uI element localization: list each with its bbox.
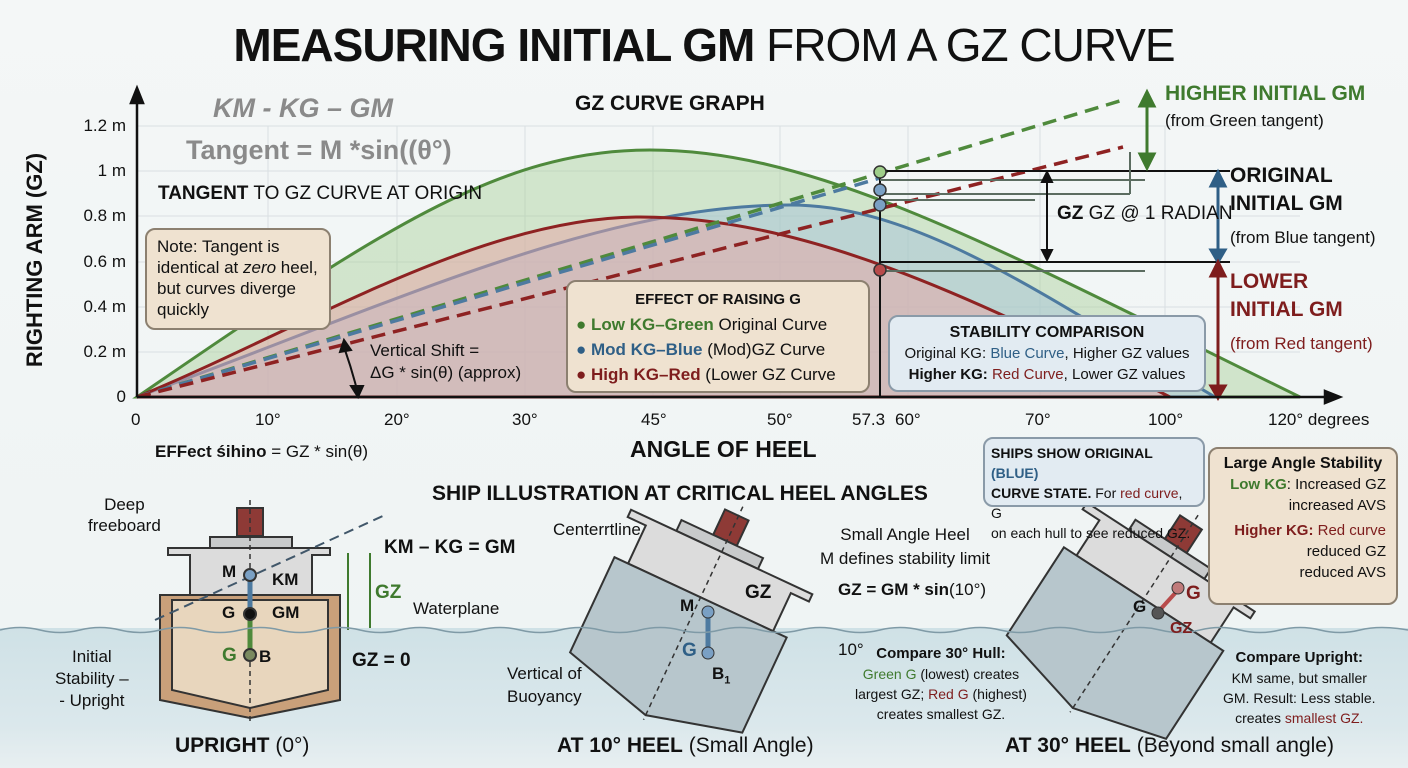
x-tick: 57.3 (852, 410, 886, 429)
heel10-ship (568, 506, 814, 734)
upright-caption: UPRIGHT (0°) (175, 734, 310, 757)
effect-raising-g-box: EFFECT OF RAISING G ● Low KG–Green Origi… (566, 280, 870, 393)
x-tick: 10° (255, 410, 281, 429)
higher-gm-title: HIGHER INITIAL GM (1165, 82, 1366, 105)
waterplane-label: Waterplane (413, 599, 500, 618)
large-angle-box: Large Angle Stability Low KG: Increased … (1208, 447, 1398, 605)
stability-line: Higher KG: Red Curve, Lower GZ values (908, 366, 1186, 383)
x-tick: 20° (384, 410, 410, 429)
y-tick: 0.6 m (83, 252, 126, 271)
label-gz-30: GZ (1170, 620, 1193, 637)
x-axis-label: ANGLE OF HEEL (630, 436, 817, 462)
label-g: G (222, 603, 236, 622)
legend-blue: ● Mod KG–Blue (Mod)GZ Curve (576, 340, 826, 359)
deep-freeboard-label: Deep freeboard (88, 495, 161, 535)
ships-show-callout: SHIPS SHOW ORIGINAL (BLUE) CURVE STATE. … (983, 437, 1205, 541)
effect-formula: EFFect śihino = GZ * sin(θ) (155, 442, 369, 461)
tangent-label: TANGENT TO GZ CURVE AT ORIGIN (158, 183, 483, 204)
effect-box-title: EFFECT OF RAISING G (635, 291, 801, 308)
upright-ship (154, 500, 386, 725)
x-tick: 50° (767, 410, 793, 429)
label-m-10: M (680, 596, 695, 615)
ten-degree-label: 10° (838, 640, 864, 659)
y-tick: 0 (116, 387, 126, 406)
label-gz: GZ (375, 582, 402, 603)
x-tick: 30° (512, 410, 538, 429)
original-gm-sub: (from Blue tangent) (1230, 228, 1376, 247)
axes (129, 84, 1344, 405)
label-g-red: G (1186, 583, 1201, 604)
legend-red: ● High KG–Red (Lower GZ Curve (576, 365, 836, 384)
vertical-shift-arrow (338, 337, 365, 400)
y-tick: 0.2 m (83, 342, 126, 361)
label-b: B (259, 647, 272, 666)
lower-gm-title: LOWER INITIAL GM (1230, 270, 1343, 321)
x-tick: 0 (131, 410, 141, 429)
green-tangent (136, 98, 1124, 399)
blue-tangent (136, 176, 881, 399)
formula-km-kg-gm: KM - KG – GM (213, 93, 393, 123)
y-tick: 0.8 m (83, 206, 126, 225)
label-gz-10: GZ (745, 582, 772, 603)
x-tick: 70° (1025, 410, 1051, 429)
legend-green: ● Low KG–Green Original Curve (576, 315, 828, 334)
ships-heading: SHIP ILLUSTRATION AT CRITICAL HEEL ANGLE… (432, 482, 928, 505)
note-line: quickly (157, 300, 209, 319)
label-gm: GM (272, 603, 300, 622)
x-tick: 100° (1148, 410, 1184, 429)
x-tick: 45° (641, 410, 667, 429)
compare-upright: Compare Upright: KM same, but smaller GM… (1223, 649, 1376, 726)
y-tick: 0.4 m (83, 297, 126, 316)
vertical-shift-label: Vertical Shift = ΔG * sin(θ) (approx) (370, 341, 522, 382)
label-m: M (222, 562, 237, 581)
km-kg-gm-formula: KM – KG = GM (384, 537, 516, 558)
small-angle-label: Small Angle Heel M defines stability limi… (820, 525, 991, 568)
graph-heading: GZ CURVE GRAPH (575, 92, 765, 115)
formula-tangent: Tangent = M *sin((θ°) (186, 135, 452, 165)
label-g-30: G (1133, 597, 1147, 616)
heel30-caption: AT 30° HEEL (Beyond small angle) (1005, 734, 1334, 757)
label-km: KM (272, 570, 299, 589)
gz-radian-label: GZ GZ @ 1 RADIAN (1057, 203, 1233, 224)
higher-gm-sub: (from Green tangent) (1165, 111, 1324, 130)
stability-box-title: STABILITY COMPARISON (949, 324, 1145, 341)
x-tick: 120° degrees (1268, 410, 1370, 429)
y-tick: 1 m (97, 161, 126, 180)
heel10-caption: AT 10° HEEL (Small Angle) (557, 734, 814, 757)
gz-gm-sin-formula: GZ = GM * sin(10°) (838, 580, 987, 599)
stability-line: Original KG: Blue Curve, Higher GZ value… (904, 345, 1190, 362)
compare-30-hull: Compare 30° Hull: Green G (lowest) creat… (855, 645, 1027, 722)
x-tick: 60° (895, 410, 921, 429)
y-axis-label: RIGHTING ARM (GZ) (22, 152, 47, 368)
label-g-10: G (682, 640, 697, 661)
gz-zero-label: GZ = 0 (352, 650, 411, 671)
vertical-buoyancy-label: Vertical of Buoyancy (507, 664, 582, 706)
label-b1: B1 (712, 664, 731, 687)
initial-stability-label: Initial Stability – - Upright (55, 647, 129, 710)
label-g-green: G (222, 645, 237, 666)
y-tick: 1.2 m (83, 116, 126, 135)
note-callout: Note: Tangent is identical at zero heel,… (145, 228, 331, 330)
heel30-ship (1005, 501, 1257, 741)
note-line: but curves diverge (157, 279, 296, 298)
red-tangent (136, 145, 1124, 399)
lower-gm-sub: (from Red tangent) (1230, 334, 1373, 353)
note-line: identical at zero heel, (157, 258, 318, 277)
centerline-label: Centerrtline (553, 520, 641, 539)
original-gm-title: ORIGINAL INITIAL GM (1230, 164, 1343, 215)
gz-radian-arrow (1040, 169, 1054, 263)
page-title: MEASURING INITIAL GM FROM A GZ CURVE (233, 19, 1175, 71)
note-line: Note: Tangent is (157, 237, 280, 256)
stability-comparison-box: STABILITY COMPARISON Original KG: Blue C… (888, 315, 1206, 392)
